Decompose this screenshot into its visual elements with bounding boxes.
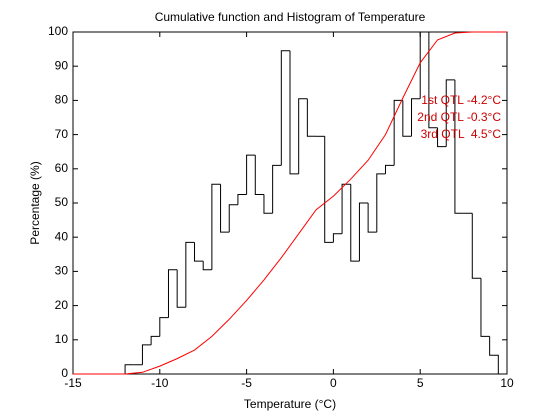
histogram-step: [141, 344, 152, 365]
x-axis-label: Temperature (°C): [244, 397, 336, 411]
x-tick-label: 10: [500, 376, 514, 390]
histogram-step: [471, 213, 481, 279]
histogram-step: [393, 99, 403, 166]
y-tick-label: 60: [55, 161, 69, 175]
histogram-step: [159, 317, 169, 337]
histogram-step: [428, 32, 438, 129]
histogram-step: [185, 241, 195, 308]
histogram-step: [150, 335, 160, 345]
histogram-step: [350, 184, 360, 262]
histogram-step: [489, 336, 499, 374]
histogram-step: [445, 79, 455, 147]
y-tick-label: 80: [55, 93, 69, 107]
histogram-step: [246, 154, 256, 195]
histogram-step: [306, 98, 317, 137]
y-tick-label: 90: [55, 58, 69, 72]
histogram-step: [211, 183, 221, 270]
histogram-step: [367, 203, 377, 233]
y-tick-label: 100: [48, 24, 68, 38]
histogram-step: [419, 31, 429, 99]
histogram-step: [263, 194, 273, 214]
histogram-step: [220, 184, 230, 233]
y-tick-label: 40: [55, 229, 69, 243]
histogram-step: [437, 127, 447, 148]
x-tick-label: -15: [64, 376, 82, 390]
histogram-step: [411, 98, 421, 137]
quantile-annotation: 2nd QTL -0.3°C: [417, 110, 501, 124]
histogram-step: [358, 202, 369, 262]
histogram-step: [324, 136, 334, 243]
x-tick-label: 5: [417, 376, 424, 390]
histogram-step: [384, 164, 395, 174]
histogram-step: [289, 50, 299, 175]
y-tick-label: 50: [55, 195, 69, 209]
histogram-step: [332, 233, 343, 243]
histogram-step: [176, 269, 186, 308]
quantile-annotation: 3rd QTL 4.5°C: [421, 127, 502, 141]
y-tick-label: 20: [55, 298, 69, 312]
histogram-step: [402, 100, 412, 137]
histogram-step: [454, 79, 464, 214]
histogram-step: [341, 183, 351, 234]
histogram-step: [124, 364, 134, 374]
histogram-step: [228, 204, 238, 233]
histogram-step: [480, 278, 490, 337]
histogram-step: [167, 269, 178, 318]
y-axis-label: Percentage (%): [28, 161, 42, 244]
histogram-step: [272, 164, 282, 214]
x-tick-label: -10: [151, 376, 169, 390]
x-tick-label: 0: [330, 376, 337, 390]
chart-title: Cumulative function and Histogram of Tem…: [155, 10, 426, 24]
quantile-annotation: 1st QTL -4.2°C: [421, 93, 501, 107]
y-tick-label: 0: [61, 366, 68, 380]
histogram-step: [376, 173, 386, 233]
histogram-step: [254, 155, 264, 195]
histogram-step: [194, 242, 204, 262]
histogram-step: [237, 193, 247, 205]
cumulative-line: [73, 31, 507, 375]
histogram-step: [202, 261, 212, 271]
histogram-step: [298, 98, 308, 174]
y-tick-label: 10: [55, 332, 69, 346]
y-tick-label: 30: [55, 264, 69, 278]
y-tick-label: 70: [55, 127, 69, 141]
x-tick-label: -5: [241, 376, 252, 390]
histogram-step: [280, 50, 290, 166]
